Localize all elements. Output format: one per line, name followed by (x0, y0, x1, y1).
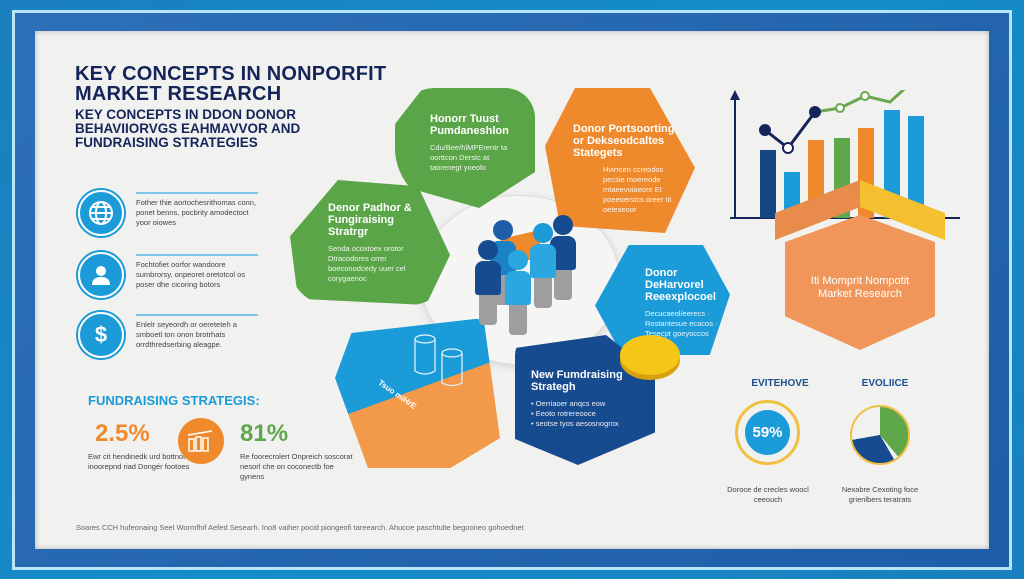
house-text: Iti Momprit Nompotit Market Research (810, 275, 910, 300)
gauge-left-value: 59% (745, 410, 790, 455)
house-badge: Iti Momprit Nompotit Market Research (775, 175, 945, 355)
outer-frame: KEY CONCEPTS IN NONPORFIT MARKET RESEARC… (12, 10, 1012, 570)
panel-bullet: • seotse tyos aesosnogrox (531, 419, 619, 428)
panel-donor-strategies: Donor Portsoorting or Dekseodcaltes Stat… (545, 88, 695, 233)
feature-item: $ Enlelr seyeordh or oereteteh a smboetl… (78, 312, 258, 362)
panel-coins: Tsuo miHrE (335, 318, 500, 468)
coin-stack-icon (414, 334, 463, 387)
divider (136, 314, 258, 316)
divider (136, 254, 258, 256)
panel-bullet: • Oerriaoer anqcs eow (531, 399, 606, 408)
people-group-icon (460, 215, 590, 335)
feature-text: Enlelr seyeordh or oereteteh a smboetl t… (136, 320, 237, 349)
page-title: KEY CONCEPTS IN NONPORFIT MARKET RESEARC… (75, 63, 387, 105)
gauge-left-title: EVITEHOVE (751, 378, 809, 389)
stat-desc-2: Re foorecrolert Onpreich soscorat nesorl… (240, 452, 353, 481)
panel-title: Honorr Tuust Pumdaneshlon (430, 113, 509, 137)
panel-title: New Fumdraising Strategh (531, 369, 623, 393)
gauge-right-caption: Nexabre Cexoting foce grienlbers teratra… (841, 485, 919, 504)
feature-item: Fother thie aortochesrithomas conn, pone… (78, 190, 258, 240)
gold-coin-icon (620, 335, 680, 375)
panel-donor-behavior-fundraising: Denor Padhor & Fungiraising Stratrgr Sen… (290, 180, 450, 305)
panel-title: Donor DeHarvorel Reeexplocoel (645, 267, 716, 303)
globe-icon (78, 190, 124, 236)
feature-text: Fochtofiet oorfor wandoore sumbrorsy, on… (136, 260, 246, 289)
panel-title: Denor Padhor & Fungiraising Stratrgr (328, 202, 412, 238)
panel-title: Donor Portsoorting or Dekseodcaltes Stat… (573, 123, 675, 159)
person-icon (78, 252, 124, 298)
gauge-right-pie (850, 405, 910, 465)
gauge-right-title: EVOLIICE (861, 378, 909, 389)
panel-text: Senda ocoxtoex orotor Dtracodores orrer … (328, 244, 406, 283)
stat-value-2: 81% (240, 420, 289, 447)
dollar-icon: $ (78, 312, 124, 358)
gauge-left-caption: Doroce de crecles woocl ceeouch (727, 485, 809, 504)
panel-bullet: • Eeoto rotrereooce (531, 409, 596, 418)
bar-chart-coin-icon (178, 418, 224, 464)
divider (136, 192, 258, 194)
infographic-panel: KEY CONCEPTS IN NONPORFIT MARKET RESEARC… (35, 31, 989, 549)
panel-text: Cdu/Bee/hlMPErentr ta oorttcon Derstc at… (430, 143, 508, 172)
fundraising-title: FUNDRAISING STRATEGIS: (88, 393, 260, 408)
page-subtitle: KEY CONCEPTS IN DDON DONOR BEHAVIIORVGS … (75, 107, 301, 150)
gauge-left-ring (735, 400, 800, 465)
feature-text: Fother thie aortochesrithomas conn, pone… (136, 198, 257, 227)
feature-item: Fochtofiet oorfor wandoore sumbrorsy, on… (78, 252, 258, 302)
stat-desc-1: Ewr cit hendinedk urd bottnot inoorepnd … (88, 452, 190, 471)
source-footer: Soares CCH hufeonaing Seel Wormfhif Aefe… (76, 523, 524, 532)
panel-text: Hvirrcen ccreodos pecsie moereode mtaeev… (603, 165, 672, 214)
panel-text: Decucaeol/eerecs · Rostantesue ecacos · … (645, 309, 718, 338)
stat-value-1: 2.5% (95, 420, 150, 447)
